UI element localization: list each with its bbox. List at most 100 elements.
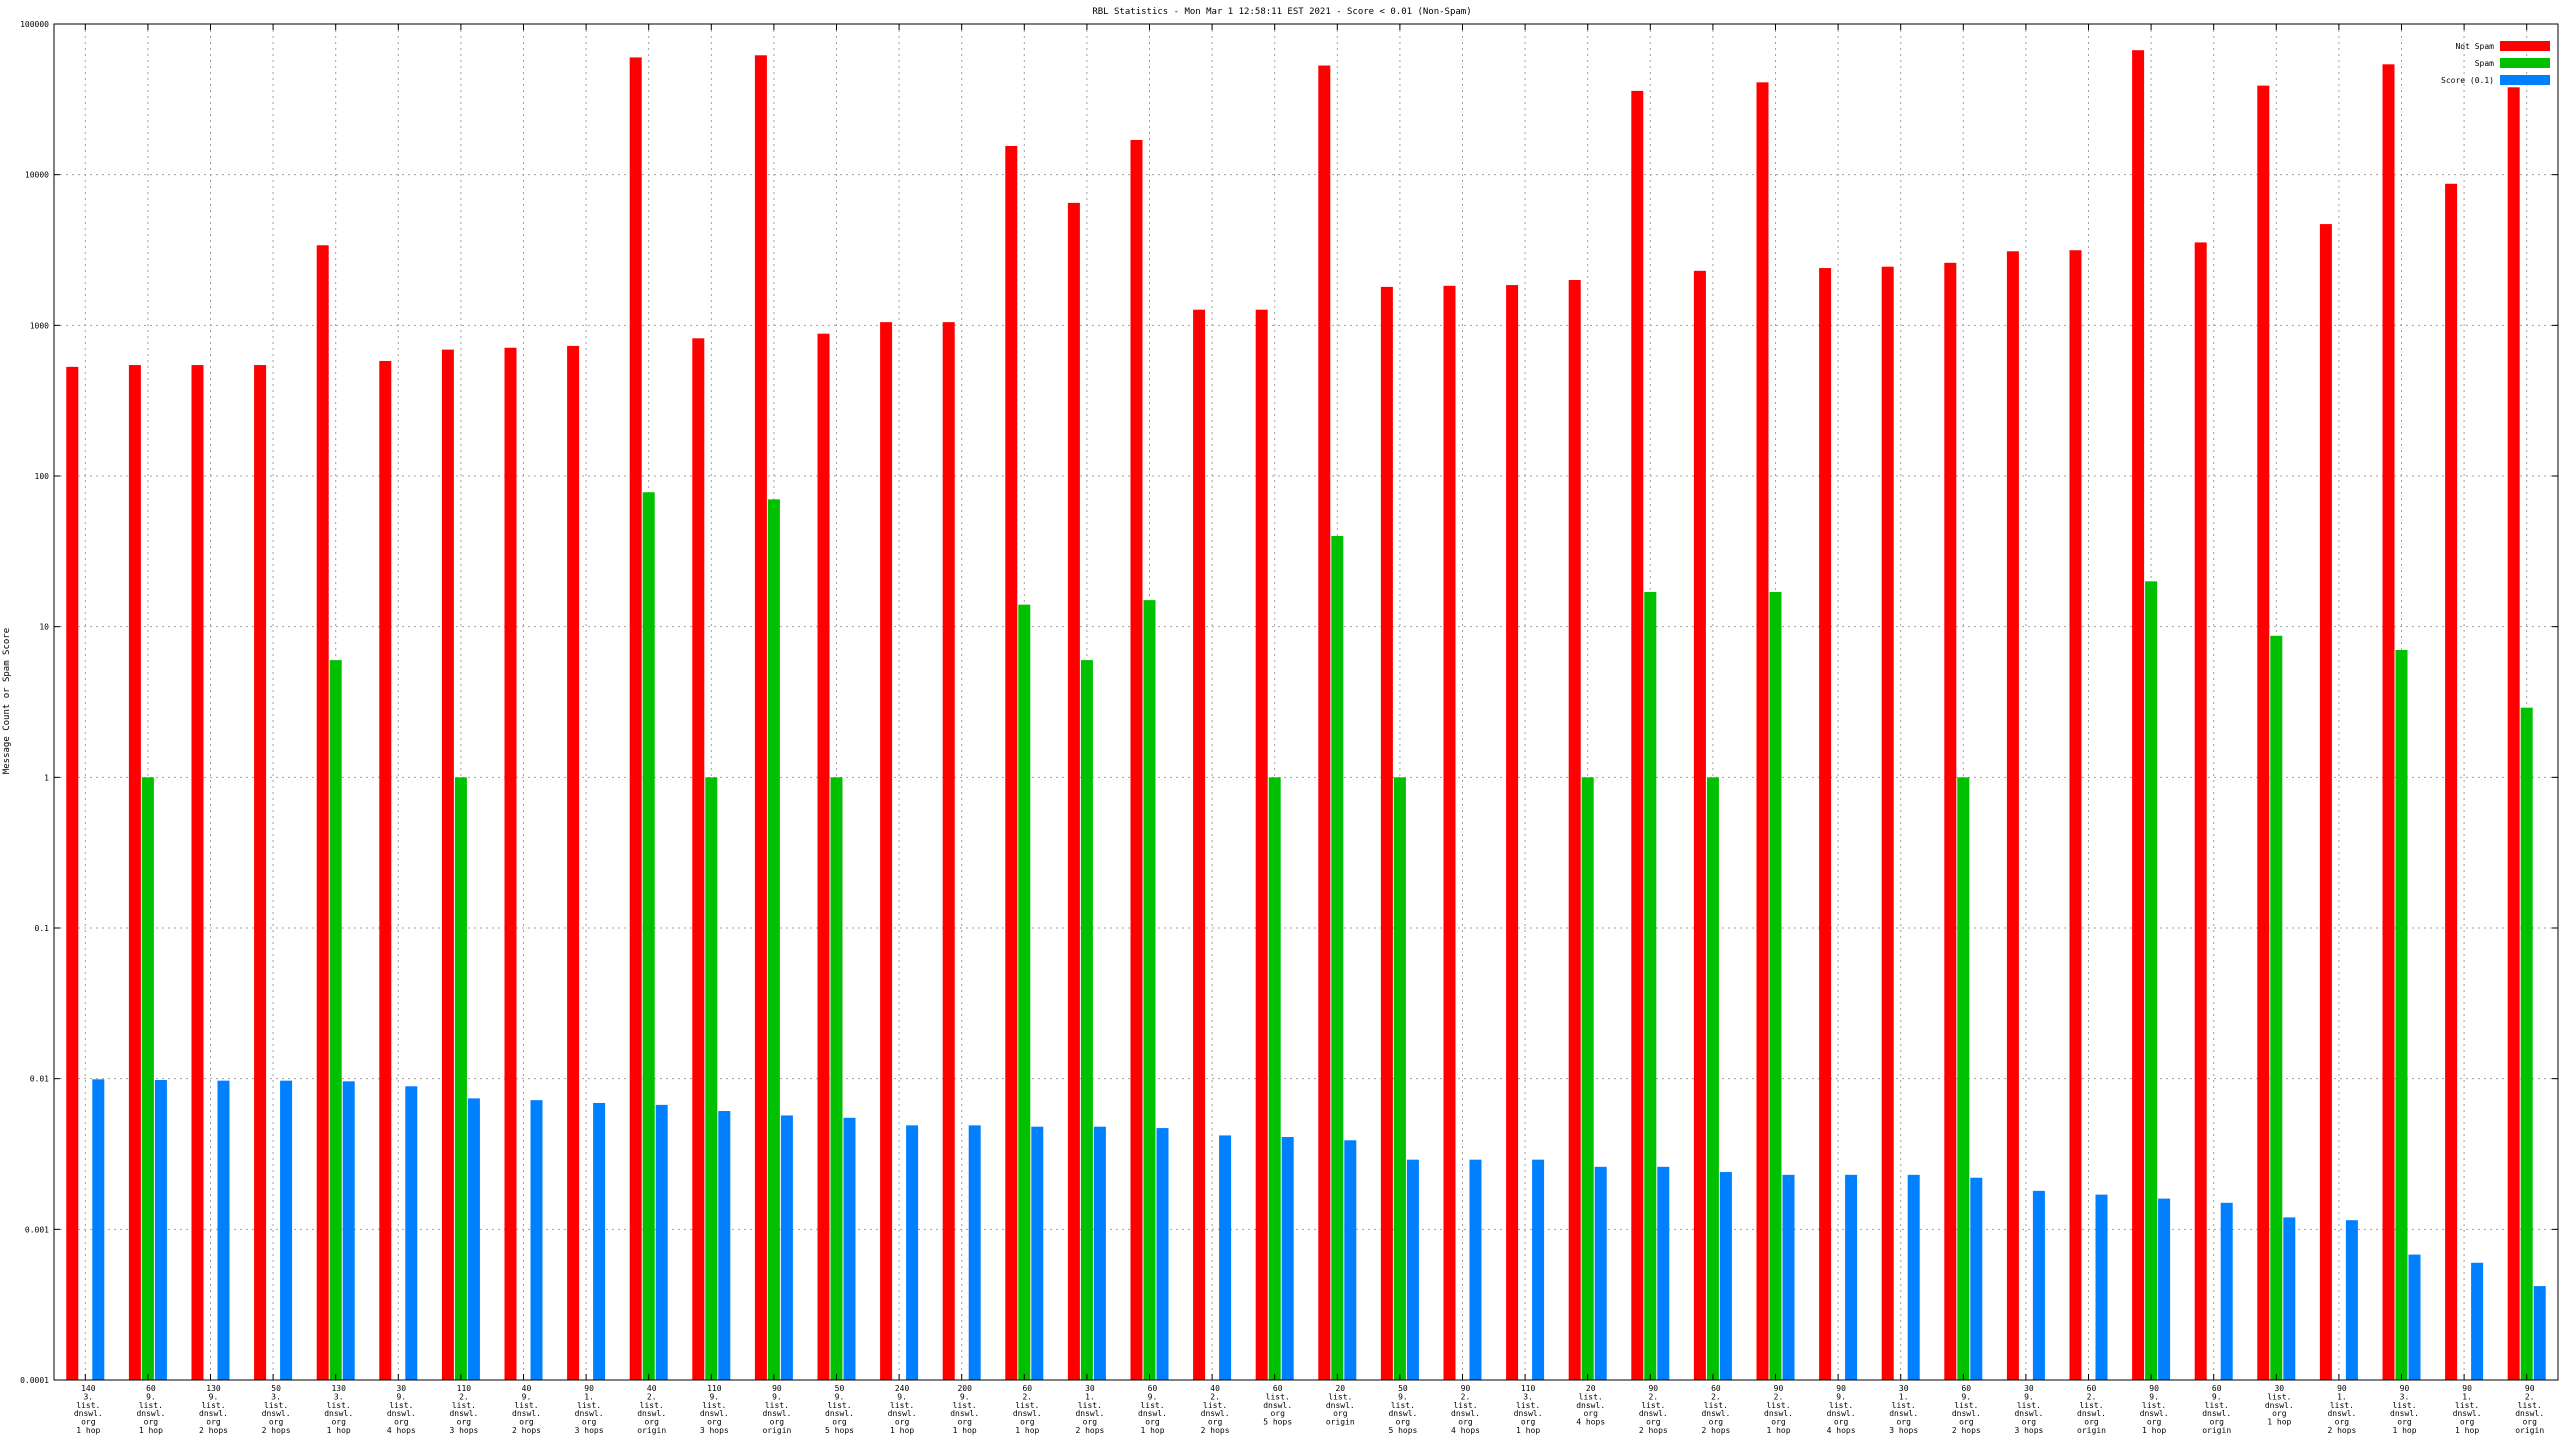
x-tick-label-line: dnswl. bbox=[1639, 1409, 1668, 1418]
x-tick-label-line: dnswl. bbox=[1075, 1409, 1104, 1418]
bar-spam bbox=[705, 777, 718, 1380]
x-tick-label-line: 90 bbox=[772, 1384, 782, 1393]
x-tick-label-line: 2 hops bbox=[1201, 1426, 1230, 1435]
bar-score-0-1 bbox=[2095, 1194, 2108, 1380]
bar-spam bbox=[1393, 777, 1406, 1380]
bar-not-spam bbox=[817, 333, 830, 1380]
bar-not-spam bbox=[2194, 242, 2207, 1381]
bar-score-0-1 bbox=[1845, 1174, 1858, 1380]
x-tick-label-line: dnswl. bbox=[637, 1409, 666, 1418]
x-tick-label: 90 9. list. dnswl. org 1 hop bbox=[2140, 1384, 2169, 1435]
x-tick-label-line: 2. bbox=[459, 1392, 469, 1401]
x-tick-label-line: org bbox=[2147, 1418, 2162, 1427]
x-tick-label-line: dnswl. bbox=[825, 1409, 854, 1418]
bar-spam bbox=[2395, 650, 2408, 1380]
x-tick-label-line: list. bbox=[2267, 1392, 2291, 1401]
x-tick-label-line: list. bbox=[2455, 1401, 2479, 1410]
bar-not-spam bbox=[1443, 285, 1456, 1380]
x-tick-label: 240 9. list. dnswl. org 1 hop bbox=[888, 1384, 917, 1435]
x-tick-label: 30 1. list. dnswl. org 3 hops bbox=[1889, 1384, 1918, 1435]
x-tick-label-line: 1 hop bbox=[953, 1426, 977, 1435]
bar-score-0-1 bbox=[1657, 1166, 1670, 1380]
x-tick-label-line: dnswl. bbox=[1701, 1409, 1730, 1418]
x-tick-label-line: dnswl. bbox=[2453, 1409, 2482, 1418]
x-tick-label-line: 90 bbox=[1461, 1384, 1471, 1393]
bar-score-0-1 bbox=[593, 1102, 606, 1380]
bar-not-spam bbox=[754, 55, 767, 1380]
x-tick-label: 90 1. list. dnswl. org 2 hops bbox=[2327, 1384, 2356, 1435]
bar-spam bbox=[1706, 777, 1719, 1380]
x-tick-label-line: org bbox=[2272, 1409, 2287, 1418]
bar-score-0-1 bbox=[1406, 1159, 1419, 1380]
x-tick-label-line: 1. bbox=[2462, 1392, 2472, 1401]
bar-score-0-1 bbox=[1219, 1135, 1232, 1380]
x-tick-label-line: list. bbox=[2392, 1401, 2416, 1410]
x-tick-label-line: origin bbox=[2077, 1426, 2106, 1435]
x-tick-label-line: 1. bbox=[1899, 1392, 1909, 1401]
x-tick-label-line: list. bbox=[1140, 1401, 1164, 1410]
x-tick-label-line: 1 hop bbox=[2142, 1426, 2166, 1435]
x-tick-label-line: 30 bbox=[1899, 1384, 1909, 1393]
x-tick-label-line: dnswl. bbox=[1952, 1409, 1981, 1418]
bar-not-spam bbox=[66, 366, 79, 1381]
x-tick-label-line: dnswl. bbox=[2077, 1409, 2106, 1418]
x-tick-label: 20 list. dnswl. org 4 hops bbox=[1576, 1384, 1605, 1427]
bar-not-spam bbox=[316, 245, 329, 1380]
x-tick-label-line: list. bbox=[640, 1401, 664, 1410]
bar-not-spam bbox=[379, 360, 392, 1381]
x-tick-label-line: 1 hop bbox=[1516, 1426, 1540, 1435]
x-tick-label-line: dnswl. bbox=[1827, 1409, 1856, 1418]
x-tick-label: 60 2. list. dnswl. org origin bbox=[2077, 1384, 2106, 1435]
bar-score-0-1 bbox=[217, 1080, 230, 1380]
x-tick-label-line: list. bbox=[577, 1401, 601, 1410]
x-tick-label-line: list. bbox=[2079, 1401, 2103, 1410]
bar-not-spam bbox=[1568, 279, 1581, 1380]
x-tick-label-line: 1 hop bbox=[2267, 1418, 2291, 1427]
x-tick-label-line: 9. bbox=[1148, 1392, 1158, 1401]
bar-not-spam bbox=[1005, 145, 1018, 1381]
x-tick-label-line: 3 hops bbox=[700, 1426, 729, 1435]
x-tick-label-line: org bbox=[832, 1418, 847, 1427]
x-tick-label-line: dnswl. bbox=[199, 1409, 228, 1418]
x-tick-label-line: dnswl. bbox=[950, 1409, 979, 1418]
bar-spam bbox=[1957, 777, 1970, 1380]
bar-not-spam bbox=[504, 347, 517, 1380]
bar-not-spam bbox=[2069, 250, 2082, 1381]
x-tick-label-line: list. bbox=[1579, 1392, 1603, 1401]
x-tick-label-line: 40 bbox=[647, 1384, 657, 1393]
y-tick-label: 1000 bbox=[30, 321, 49, 330]
x-tick-label-line: org bbox=[2397, 1418, 2412, 1427]
bar-spam bbox=[1644, 591, 1657, 1380]
bar-not-spam bbox=[2445, 183, 2458, 1381]
x-tick-label-line: dnswl. bbox=[324, 1409, 353, 1418]
x-tick-label-line: org bbox=[1396, 1418, 1411, 1427]
x-tick-label-line: 1 hop bbox=[890, 1426, 914, 1435]
x-tick-label-line: org bbox=[1020, 1418, 1035, 1427]
x-tick-label-line: 40 bbox=[522, 1384, 532, 1393]
x-tick-label-line: dnswl. bbox=[2390, 1409, 2419, 1418]
x-tick-label: 20 list. dnswl. org origin bbox=[1326, 1384, 1355, 1427]
x-tick-label-line: org bbox=[1959, 1418, 1974, 1427]
x-tick-label-line: 2. bbox=[1774, 1392, 1784, 1401]
x-tick-label-line: 3. bbox=[83, 1392, 93, 1401]
x-tick-label-line: dnswl. bbox=[2327, 1409, 2356, 1418]
x-tick-label-line: 1 hop bbox=[2455, 1426, 2479, 1435]
x-tick-label-line: 2 hops bbox=[1075, 1426, 1104, 1435]
bar-score-0-1 bbox=[530, 1100, 543, 1380]
bar-not-spam bbox=[2319, 224, 2332, 1381]
x-tick-label-line: 5 hops bbox=[1388, 1426, 1417, 1435]
bar-not-spam bbox=[128, 365, 141, 1381]
x-tick-label-line: dnswl. bbox=[74, 1409, 103, 1418]
x-tick-label-line: 9. bbox=[1398, 1392, 1408, 1401]
x-tick-label-line: list. bbox=[1078, 1401, 1102, 1410]
y-axis-label: Message Count or Spam Score bbox=[2, 628, 12, 774]
x-tick-label: 90 2. list. dnswl. org 1 hop bbox=[1764, 1384, 1793, 1435]
x-tick-label-line: 90 bbox=[1774, 1384, 1784, 1393]
legend-label: Not Spam bbox=[2455, 42, 2494, 51]
bar-not-spam bbox=[692, 338, 705, 1380]
bar-score-0-1 bbox=[2471, 1262, 2484, 1380]
x-tick-label-line: 9. bbox=[146, 1392, 156, 1401]
x-tick-label-line: org bbox=[1208, 1418, 1223, 1427]
